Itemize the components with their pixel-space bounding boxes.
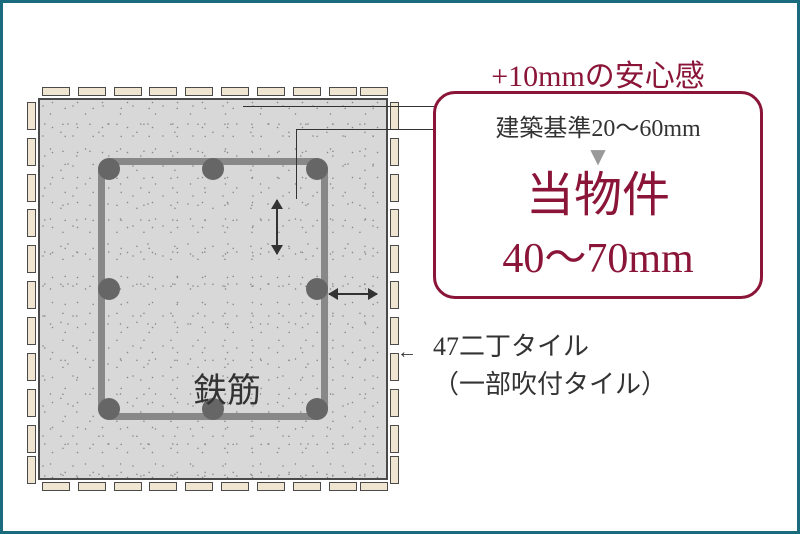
leader-line-vertical: [296, 129, 297, 199]
horizontal-dimension-arrow: [329, 293, 377, 295]
vertical-dimension-arrow: [276, 200, 278, 254]
tile: [390, 389, 399, 417]
tile: [390, 245, 399, 273]
tile: [329, 87, 357, 96]
rebar-dot: [306, 158, 328, 180]
rebar-label: 鉄筋: [193, 363, 261, 412]
tile: [293, 482, 321, 491]
leader-line-horizontal: [296, 129, 443, 130]
tile: [78, 482, 106, 491]
tile: [390, 281, 399, 309]
tile: [27, 389, 36, 417]
cross-section-diagram: 鉄筋: [38, 98, 388, 480]
tile: [185, 482, 213, 491]
tile: [27, 209, 36, 237]
rebar-dot: [98, 398, 120, 420]
leader-line-top: [243, 106, 443, 107]
tile: [27, 174, 36, 202]
tile: [149, 87, 177, 96]
tile: [42, 482, 70, 491]
tile: [114, 482, 142, 491]
tile-label-line2: （一部吹付タイル）: [433, 370, 667, 399]
tile: [390, 174, 399, 202]
tile: [257, 87, 285, 96]
tile: [27, 353, 36, 381]
tile: [114, 87, 142, 96]
tile: [257, 482, 285, 491]
tile: [293, 87, 321, 96]
tile: [221, 482, 249, 491]
rebar-dot: [306, 398, 328, 420]
tile: [27, 456, 36, 484]
tile: [27, 281, 36, 309]
tile: [360, 482, 388, 491]
tile: [390, 425, 399, 453]
tile: [27, 138, 36, 166]
rebar-dot: [98, 158, 120, 180]
tile: [390, 209, 399, 237]
building-standard-text: 建築基準20～60mm: [436, 108, 760, 143]
tile-label-line1: 47二丁タイル: [433, 332, 589, 361]
property-label: 当物件: [436, 168, 760, 223]
tile: [221, 87, 249, 96]
tile: [78, 87, 106, 96]
tile: [27, 245, 36, 273]
tile: [390, 138, 399, 166]
tile: [360, 87, 388, 96]
rebar-dot: [202, 158, 224, 180]
rebar-dot: [98, 278, 120, 300]
tile: [329, 482, 357, 491]
tile: [42, 87, 70, 96]
property-range: 40～70mm: [436, 224, 760, 285]
down-arrow-icon: ▼: [436, 145, 760, 168]
tile: [149, 482, 177, 491]
tile: [27, 317, 36, 345]
tile: [390, 456, 399, 484]
rebar-dot: [306, 278, 328, 300]
tile: [27, 425, 36, 453]
headline-text: +10mmの安心感: [433, 51, 763, 95]
specification-callout: 建築基準20～60mm ▼ 当物件 40～70mm: [433, 91, 763, 299]
tile-description: 47二丁タイル （一部吹付タイル）: [433, 328, 667, 403]
tile: [27, 102, 36, 130]
tile: [185, 87, 213, 96]
tile-leader-arrow: ←: [397, 341, 417, 364]
